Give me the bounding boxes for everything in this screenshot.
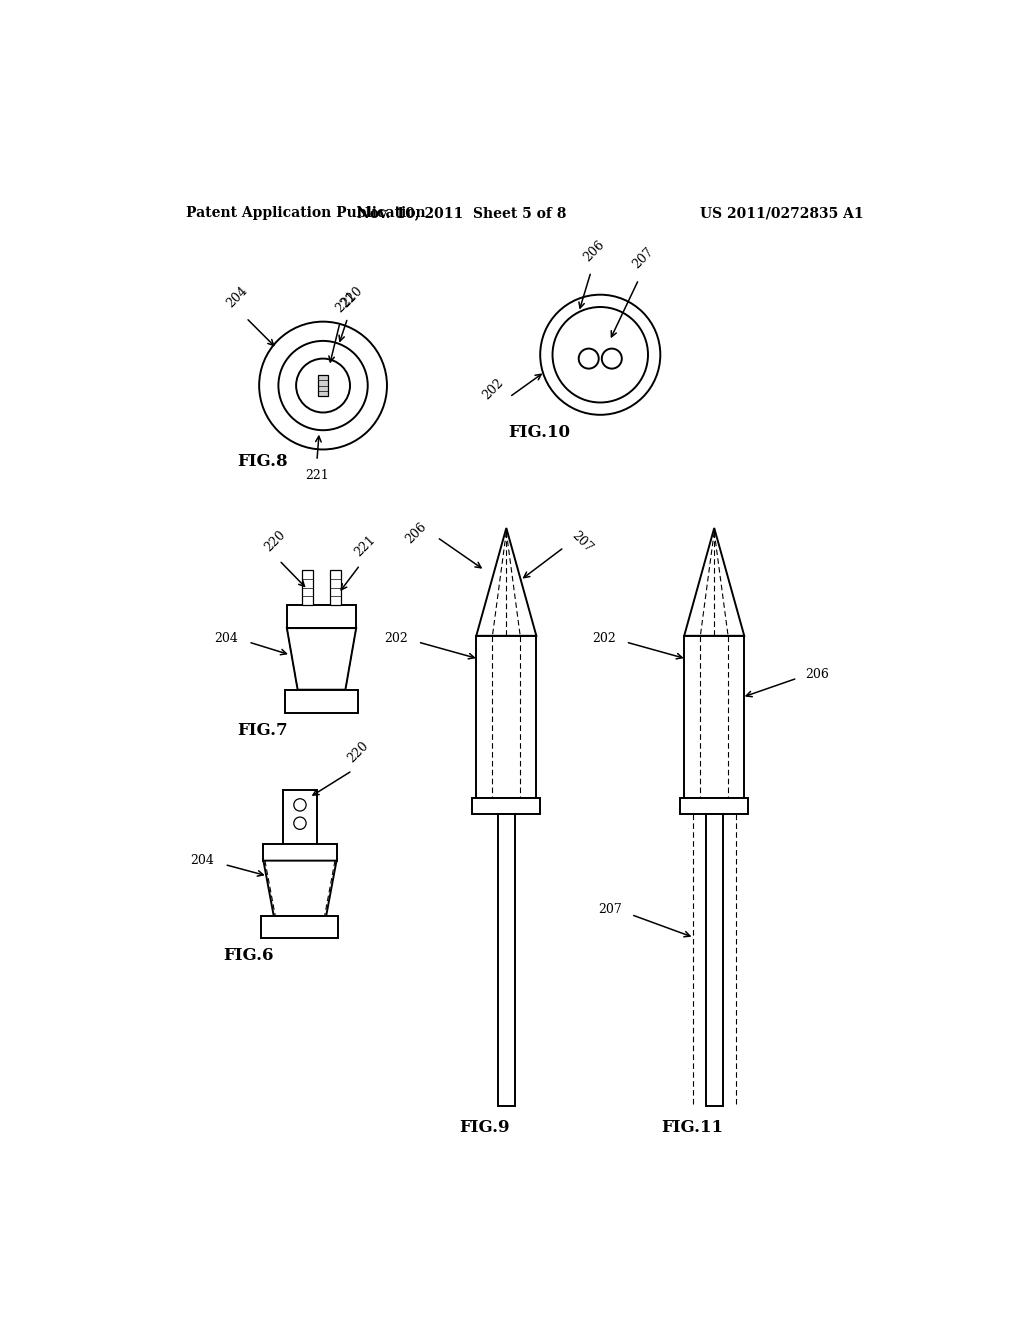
Text: FIG.11: FIG.11	[662, 1119, 724, 1137]
Text: 221: 221	[333, 289, 359, 314]
Text: FIG.8: FIG.8	[237, 453, 288, 470]
Polygon shape	[684, 528, 744, 636]
Text: 207: 207	[569, 529, 595, 554]
Bar	[317, 375, 329, 396]
Bar	[287, 605, 356, 628]
Text: 220: 220	[345, 739, 371, 766]
Circle shape	[579, 348, 599, 368]
Text: 202: 202	[384, 632, 408, 645]
Text: 206: 206	[805, 668, 829, 681]
Bar	[283, 789, 317, 843]
Polygon shape	[263, 861, 337, 916]
Bar	[680, 797, 749, 814]
Text: 204: 204	[224, 284, 250, 310]
Bar	[261, 916, 339, 937]
Text: 206: 206	[403, 520, 429, 545]
Text: Nov. 10, 2011  Sheet 5 of 8: Nov. 10, 2011 Sheet 5 of 8	[357, 206, 566, 220]
Bar	[330, 570, 341, 605]
Text: 221: 221	[351, 533, 378, 558]
Text: 206: 206	[581, 238, 607, 264]
Bar	[706, 814, 723, 1106]
Text: FIG.9: FIG.9	[460, 1119, 510, 1137]
Text: 204: 204	[214, 632, 239, 645]
Bar	[476, 636, 537, 797]
Text: US 2011/0272835 A1: US 2011/0272835 A1	[700, 206, 863, 220]
Circle shape	[602, 348, 622, 368]
Text: 207: 207	[631, 246, 656, 272]
Bar	[472, 797, 541, 814]
Text: FIG.6: FIG.6	[223, 946, 273, 964]
Polygon shape	[287, 628, 356, 689]
Text: 220: 220	[262, 528, 289, 554]
Text: FIG.10: FIG.10	[508, 424, 570, 441]
Circle shape	[294, 817, 306, 829]
Bar	[684, 636, 744, 797]
Bar	[285, 689, 358, 713]
Bar	[302, 570, 313, 605]
Bar	[498, 814, 515, 1106]
Text: 202: 202	[480, 376, 506, 403]
Circle shape	[294, 799, 306, 810]
Circle shape	[296, 359, 350, 413]
Polygon shape	[476, 528, 537, 636]
Text: Patent Application Publication: Patent Application Publication	[186, 206, 426, 220]
Text: 220: 220	[339, 284, 366, 310]
Bar	[263, 843, 337, 861]
Text: 207: 207	[598, 903, 622, 916]
Text: 202: 202	[592, 632, 615, 645]
Text: 204: 204	[189, 854, 214, 867]
Text: 221: 221	[305, 469, 329, 482]
Text: FIG.7: FIG.7	[237, 722, 288, 739]
